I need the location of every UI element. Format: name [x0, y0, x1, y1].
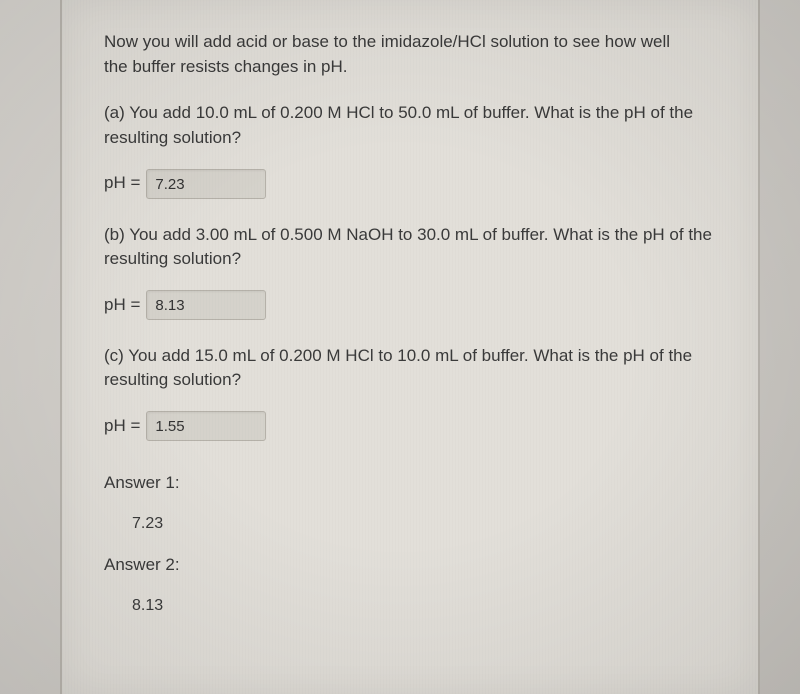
answer-2-label: Answer 2:	[104, 553, 718, 578]
intro-text: Now you will add acid or base to the imi…	[104, 30, 718, 79]
ph-input-c[interactable]: 1.55	[146, 411, 266, 441]
ph-row-b: pH = 8.13	[104, 290, 718, 320]
ph-label-a: pH =	[104, 171, 140, 196]
ph-input-a[interactable]: 7.23	[146, 169, 266, 199]
content-area: Now you will add acid or base to the imi…	[62, 0, 758, 637]
ph-row-a: pH = 7.23	[104, 169, 718, 199]
answers-section: Answer 1: 7.23 Answer 2: 8.13	[104, 471, 718, 617]
question-b: (b) You add 3.00 mL of 0.500 M NaOH to 3…	[104, 223, 718, 272]
ph-input-b[interactable]: 8.13	[146, 290, 266, 320]
intro-line2: the buffer resists changes in pH.	[104, 57, 348, 76]
question-c: (c) You add 15.0 mL of 0.200 M HCl to 10…	[104, 344, 718, 393]
ph-label-c: pH =	[104, 414, 140, 439]
question-sheet: Now you will add acid or base to the imi…	[60, 0, 760, 694]
question-a: (a) You add 10.0 mL of 0.200 M HCl to 50…	[104, 101, 718, 150]
answer-1-label: Answer 1:	[104, 471, 718, 496]
ph-row-c: pH = 1.55	[104, 411, 718, 441]
answer-2-value: 8.13	[132, 594, 718, 617]
answer-1-value: 7.23	[132, 512, 718, 535]
ph-label-b: pH =	[104, 293, 140, 318]
intro-line1: Now you will add acid or base to the imi…	[104, 32, 670, 51]
